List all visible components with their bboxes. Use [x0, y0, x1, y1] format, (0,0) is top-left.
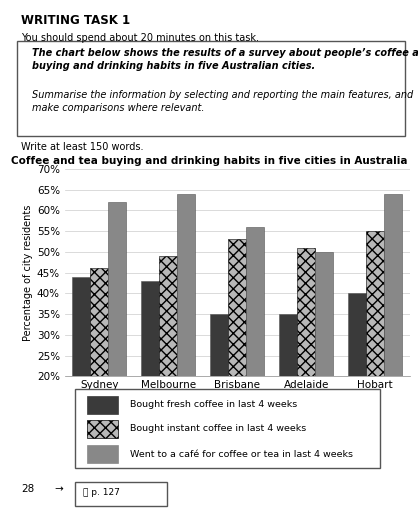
- Text: Summarise the information by selecting and reporting the main features, and
make: Summarise the information by selecting a…: [32, 90, 413, 114]
- FancyBboxPatch shape: [87, 445, 118, 463]
- Bar: [384, 194, 402, 376]
- FancyBboxPatch shape: [17, 41, 405, 136]
- Bar: [228, 240, 246, 376]
- FancyBboxPatch shape: [75, 482, 167, 506]
- Bar: [141, 281, 159, 376]
- Text: Bought instant coffee in last 4 weeks: Bought instant coffee in last 4 weeks: [130, 424, 306, 433]
- Bar: [108, 202, 126, 376]
- FancyBboxPatch shape: [75, 389, 380, 468]
- Text: WRITING TASK 1: WRITING TASK 1: [21, 14, 130, 27]
- Text: You should spend about 20 minutes on this task.: You should spend about 20 minutes on thi…: [21, 33, 259, 44]
- Text: Bought fresh coffee in last 4 weeks: Bought fresh coffee in last 4 weeks: [130, 400, 298, 410]
- Text: Ⓣ p. 127: Ⓣ p. 127: [83, 488, 120, 497]
- Y-axis label: Percentage of city residents: Percentage of city residents: [23, 204, 33, 341]
- Bar: [177, 194, 195, 376]
- Text: Write at least 150 words.: Write at least 150 words.: [21, 142, 143, 153]
- FancyBboxPatch shape: [87, 420, 118, 438]
- Bar: [72, 277, 90, 376]
- Text: Coffee and tea buying and drinking habits in five cities in Australia: Coffee and tea buying and drinking habit…: [11, 156, 407, 166]
- Text: Went to a café for coffee or tea in last 4 weeks: Went to a café for coffee or tea in last…: [130, 450, 353, 459]
- Bar: [297, 248, 315, 376]
- Text: The chart below shows the results of a survey about people’s coffee and tea
buyi: The chart below shows the results of a s…: [32, 48, 418, 71]
- Bar: [279, 314, 297, 376]
- Bar: [315, 252, 333, 376]
- Bar: [246, 227, 264, 376]
- Bar: [90, 268, 108, 376]
- Bar: [159, 256, 177, 376]
- Bar: [366, 231, 384, 376]
- Text: →: →: [54, 484, 63, 495]
- FancyBboxPatch shape: [87, 396, 118, 414]
- Bar: [348, 293, 366, 376]
- Bar: [210, 314, 228, 376]
- Text: 28: 28: [21, 484, 34, 495]
